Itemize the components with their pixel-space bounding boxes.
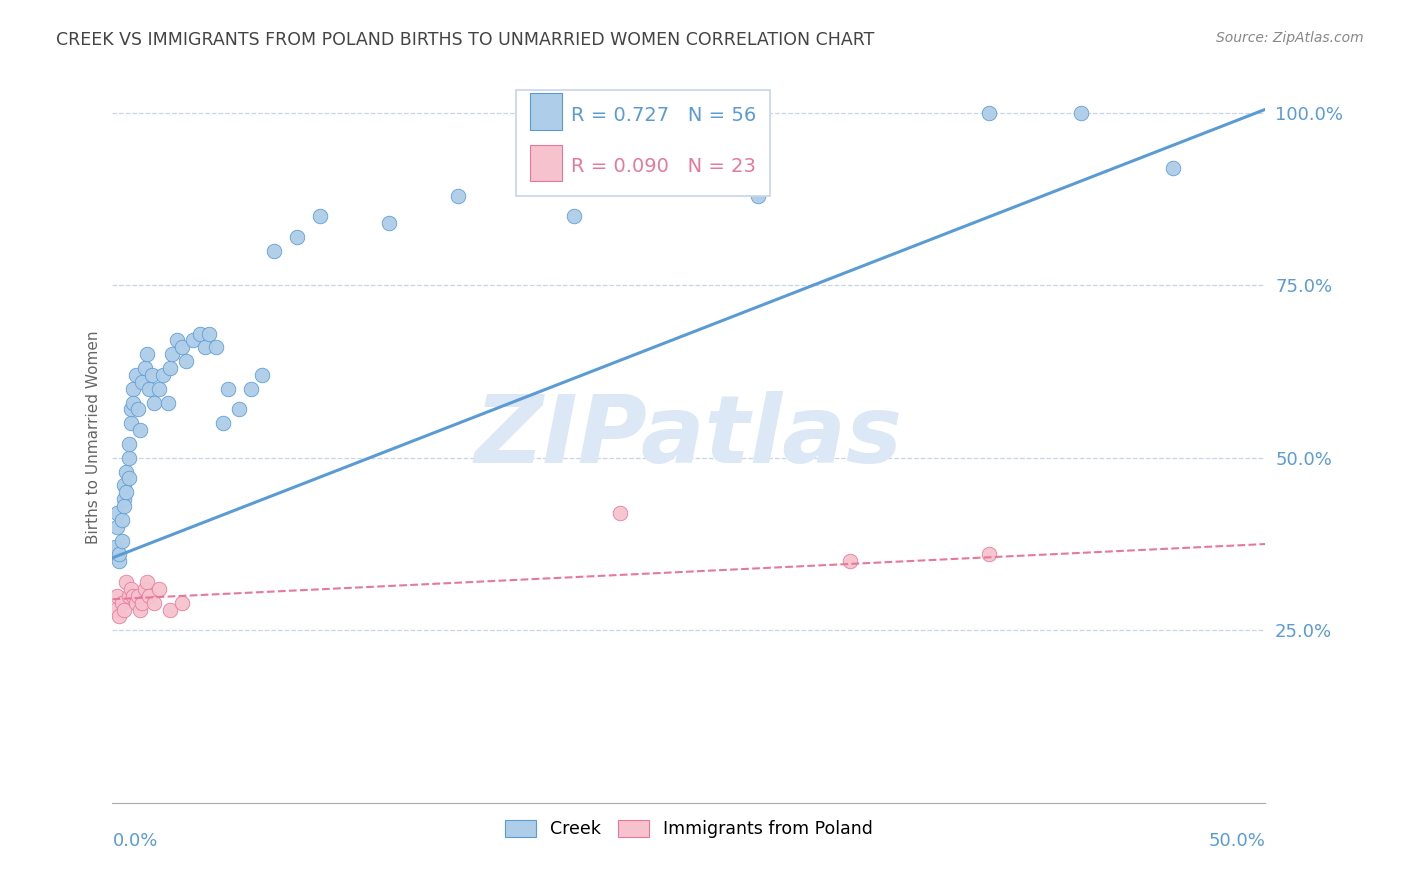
Point (162, 347, 184, 361)
Point (111, 533, 134, 548)
Point (134, 582, 156, 596)
Point (285, 230, 308, 244)
Point (562, 209, 585, 223)
Text: 50.0%: 50.0% (1209, 832, 1265, 850)
Point (115, 574, 138, 589)
Point (170, 340, 193, 354)
Point (105, 589, 128, 603)
Point (127, 402, 149, 417)
Point (309, 209, 332, 223)
Point (115, 465, 138, 479)
Point (143, 596, 166, 610)
Point (138, 382, 160, 396)
Point (447, 188, 470, 202)
Point (105, 506, 128, 520)
Text: 0.0%: 0.0% (112, 832, 157, 850)
Point (217, 382, 239, 396)
Bar (530, 94, 562, 130)
Text: ZIPatlas: ZIPatlas (475, 391, 903, 483)
Point (839, 554, 862, 568)
Point (105, 520, 128, 534)
Point (129, 602, 152, 616)
Point (111, 513, 134, 527)
Point (117, 437, 139, 451)
Point (127, 589, 149, 603)
Point (134, 361, 156, 376)
Point (747, 188, 769, 202)
Point (115, 485, 138, 500)
Point (378, 216, 401, 230)
Text: R = 0.727   N = 56: R = 0.727 N = 56 (571, 106, 756, 125)
Point (609, 506, 631, 520)
Point (136, 347, 159, 361)
Point (148, 582, 170, 596)
Bar (530, 145, 562, 181)
Point (174, 354, 197, 368)
Point (148, 382, 170, 396)
Point (124, 596, 146, 610)
Point (120, 402, 142, 417)
Point (194, 340, 217, 354)
Point (104, 541, 127, 555)
Point (252, 368, 274, 382)
Point (122, 382, 145, 396)
Point (138, 589, 160, 603)
Point (117, 450, 139, 465)
Point (1070, 105, 1092, 120)
Point (977, 548, 1000, 562)
Point (104, 602, 127, 616)
Point (977, 105, 1000, 120)
Point (159, 361, 181, 376)
Point (188, 326, 211, 341)
Point (112, 499, 135, 513)
Point (117, 589, 139, 603)
Point (156, 395, 179, 409)
Point (117, 471, 139, 485)
Point (108, 548, 131, 562)
Y-axis label: Births to Unmarried Women: Births to Unmarried Women (86, 330, 101, 544)
Point (239, 382, 262, 396)
Point (198, 326, 221, 341)
Point (122, 589, 145, 603)
Text: Source: ZipAtlas.com: Source: ZipAtlas.com (1216, 31, 1364, 45)
Text: CREEK VS IMMIGRANTS FROM POLAND BIRTHS TO UNMARRIED WOMEN CORRELATION CHART: CREEK VS IMMIGRANTS FROM POLAND BIRTHS T… (56, 31, 875, 49)
Point (170, 596, 193, 610)
Point (228, 402, 250, 417)
Point (141, 368, 163, 382)
Point (152, 368, 174, 382)
Point (120, 582, 142, 596)
Point (112, 478, 135, 492)
Point (112, 602, 135, 616)
Point (120, 417, 142, 431)
Point (159, 602, 181, 616)
FancyBboxPatch shape (516, 90, 769, 195)
Point (108, 554, 131, 568)
Point (212, 417, 235, 431)
Point (136, 574, 159, 589)
Point (263, 244, 285, 258)
Point (131, 596, 153, 610)
Point (166, 334, 188, 348)
Legend: Creek, Immigrants from Poland: Creek, Immigrants from Poland (498, 813, 880, 846)
Point (124, 368, 146, 382)
Point (122, 395, 145, 409)
Point (111, 596, 134, 610)
Point (112, 492, 135, 507)
Point (181, 334, 204, 348)
Text: R = 0.090   N = 23: R = 0.090 N = 23 (571, 157, 756, 176)
Point (1161, 161, 1184, 175)
Point (143, 395, 166, 409)
Point (108, 609, 131, 624)
Point (129, 423, 152, 437)
Point (205, 340, 228, 354)
Point (131, 375, 153, 389)
